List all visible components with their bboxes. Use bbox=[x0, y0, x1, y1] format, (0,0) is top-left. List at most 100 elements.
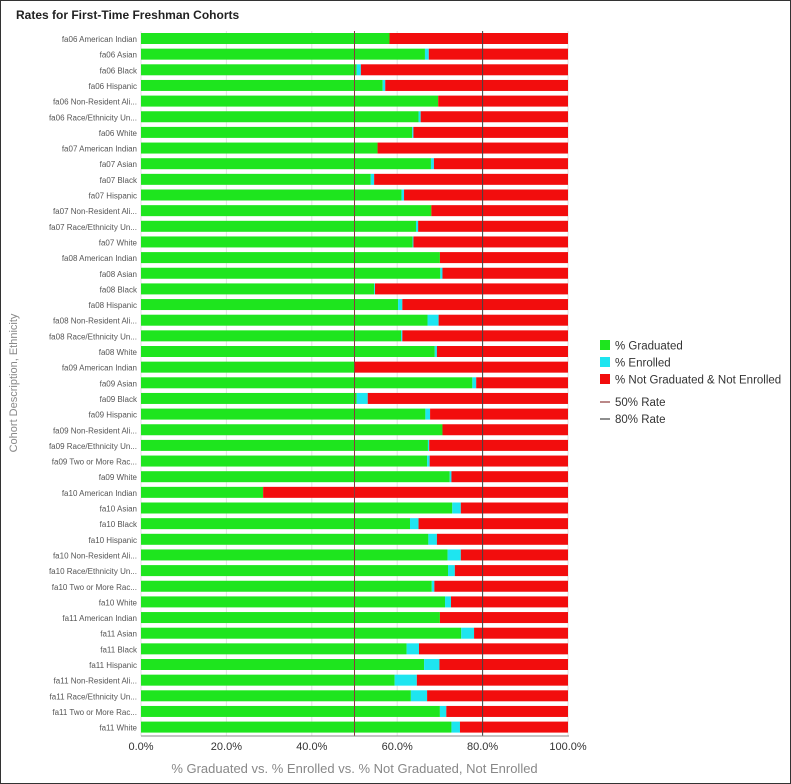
bar-segment bbox=[434, 580, 568, 592]
bar-segment bbox=[439, 659, 568, 670]
bar-segment bbox=[141, 173, 371, 185]
bar-segment bbox=[436, 346, 568, 357]
y-tick-label: fa10 Non-Resident Ali... bbox=[53, 551, 137, 560]
bar-segment bbox=[424, 48, 429, 60]
bar-segment bbox=[370, 173, 375, 185]
bar-segment bbox=[406, 643, 419, 655]
y-tick-label: fa07 Race/Ethnicity Un... bbox=[49, 223, 137, 232]
y-tick-label: fa07 Asian bbox=[100, 160, 137, 169]
bar-segment bbox=[431, 580, 435, 592]
bar-segment bbox=[412, 236, 414, 248]
bar-segment bbox=[425, 408, 431, 420]
bar-segment bbox=[445, 596, 452, 608]
y-tick-label: fa10 Race/Ethnicity Un... bbox=[49, 567, 137, 576]
bar-segment bbox=[451, 721, 460, 733]
bar-segment bbox=[442, 267, 568, 279]
bar-segment bbox=[141, 33, 390, 44]
legend-label: % Not Graduated & Not Enrolled bbox=[615, 375, 781, 387]
x-tick-label: 80.0% bbox=[467, 741, 498, 753]
y-tick-label: fa08 White bbox=[99, 348, 138, 357]
legend-label: 80% Rate bbox=[615, 414, 666, 426]
bar-segment bbox=[141, 659, 425, 670]
y-tick-label: fa06 Non-Resident Ali... bbox=[53, 98, 137, 107]
y-tick-label: fa09 Hispanic bbox=[89, 411, 137, 420]
bar-segment bbox=[431, 205, 568, 217]
x-axis-title: % Graduated vs. % Enrolled vs. % Not Gra… bbox=[171, 761, 537, 776]
bar-segment bbox=[398, 299, 403, 311]
y-tick-label: fa10 American Indian bbox=[62, 489, 137, 498]
bar-segment bbox=[141, 690, 411, 702]
y-tick-label: fa11 American Indian bbox=[62, 614, 137, 623]
y-tick-label: fa08 Asian bbox=[100, 270, 137, 279]
bar-segment bbox=[460, 502, 568, 514]
bar-segment bbox=[374, 283, 375, 295]
bar-segment bbox=[461, 627, 475, 639]
y-tick-label: fa06 Asian bbox=[100, 51, 137, 60]
y-tick-label: fa06 Black bbox=[100, 66, 138, 75]
x-tick-label: 100.0% bbox=[549, 741, 587, 753]
bar-segment bbox=[141, 361, 355, 373]
legend-swatch bbox=[600, 340, 610, 350]
legend-label: % Graduated bbox=[615, 341, 683, 353]
bar-segment bbox=[141, 392, 357, 404]
bar-segment bbox=[360, 64, 568, 76]
bar-segment bbox=[141, 408, 426, 420]
bar-segment bbox=[141, 643, 407, 655]
bar-segment bbox=[141, 142, 378, 154]
bar-segment bbox=[141, 377, 473, 389]
bar-segment bbox=[141, 95, 439, 107]
bar-segment bbox=[141, 518, 411, 530]
bar-segment bbox=[474, 627, 568, 639]
bar-segment bbox=[427, 690, 568, 702]
bar-segment bbox=[141, 283, 375, 295]
bar-segment bbox=[438, 314, 568, 326]
bar-segment bbox=[447, 549, 461, 561]
y-tick-label: fa10 White bbox=[99, 598, 138, 607]
bar-segment bbox=[476, 377, 568, 389]
bar-segment bbox=[460, 549, 568, 561]
bar-segment bbox=[427, 439, 430, 451]
y-tick-label: fa06 Hispanic bbox=[89, 82, 137, 91]
x-tick-label: 40.0% bbox=[296, 741, 327, 753]
bar-segment bbox=[141, 486, 264, 498]
bar-segment bbox=[418, 220, 568, 232]
bar-segment bbox=[141, 205, 432, 217]
bar-segment bbox=[402, 299, 568, 311]
y-tick-label: fa11 Asian bbox=[100, 630, 137, 639]
bar-segment bbox=[429, 455, 568, 467]
bar-segment bbox=[141, 267, 441, 279]
bar-segment bbox=[428, 48, 568, 60]
bar-segment bbox=[454, 565, 568, 577]
legend-label: % Enrolled bbox=[615, 358, 671, 370]
bar-segment bbox=[141, 189, 402, 201]
bar-segment bbox=[141, 705, 440, 717]
bar-segment bbox=[141, 111, 419, 123]
bar-segment bbox=[442, 424, 568, 436]
bar-segment bbox=[385, 79, 568, 91]
y-tick-label: fa09 American Indian bbox=[62, 364, 137, 373]
bar-segment bbox=[404, 189, 568, 201]
bar-segment bbox=[416, 674, 568, 686]
bar-segment bbox=[141, 126, 413, 138]
y-tick-label: fa10 Hispanic bbox=[89, 536, 137, 545]
bar-segment bbox=[141, 424, 443, 436]
y-tick-label: fa06 Race/Ethnicity Un... bbox=[49, 113, 137, 122]
bar-segment bbox=[354, 361, 568, 373]
bar-segment bbox=[420, 111, 568, 123]
y-tick-label: fa07 White bbox=[99, 238, 138, 247]
bar-segment bbox=[413, 126, 568, 138]
bar-segment bbox=[446, 705, 568, 717]
y-tick-label: fa09 Two or More Rac... bbox=[52, 458, 137, 467]
bar-segment bbox=[438, 95, 568, 107]
bar-segment bbox=[427, 455, 430, 467]
y-tick-label: fa08 American Indian bbox=[62, 254, 137, 263]
y-tick-label: fa10 Black bbox=[100, 520, 138, 529]
bar-segment bbox=[418, 643, 568, 655]
bar-segment bbox=[377, 142, 568, 154]
bar-segment bbox=[440, 267, 443, 279]
bar-segment bbox=[424, 659, 440, 670]
y-tick-label: fa06 White bbox=[99, 129, 138, 138]
bar-segment bbox=[141, 565, 449, 577]
y-tick-label: fa10 Asian bbox=[100, 505, 137, 514]
bar-segment bbox=[418, 518, 568, 530]
